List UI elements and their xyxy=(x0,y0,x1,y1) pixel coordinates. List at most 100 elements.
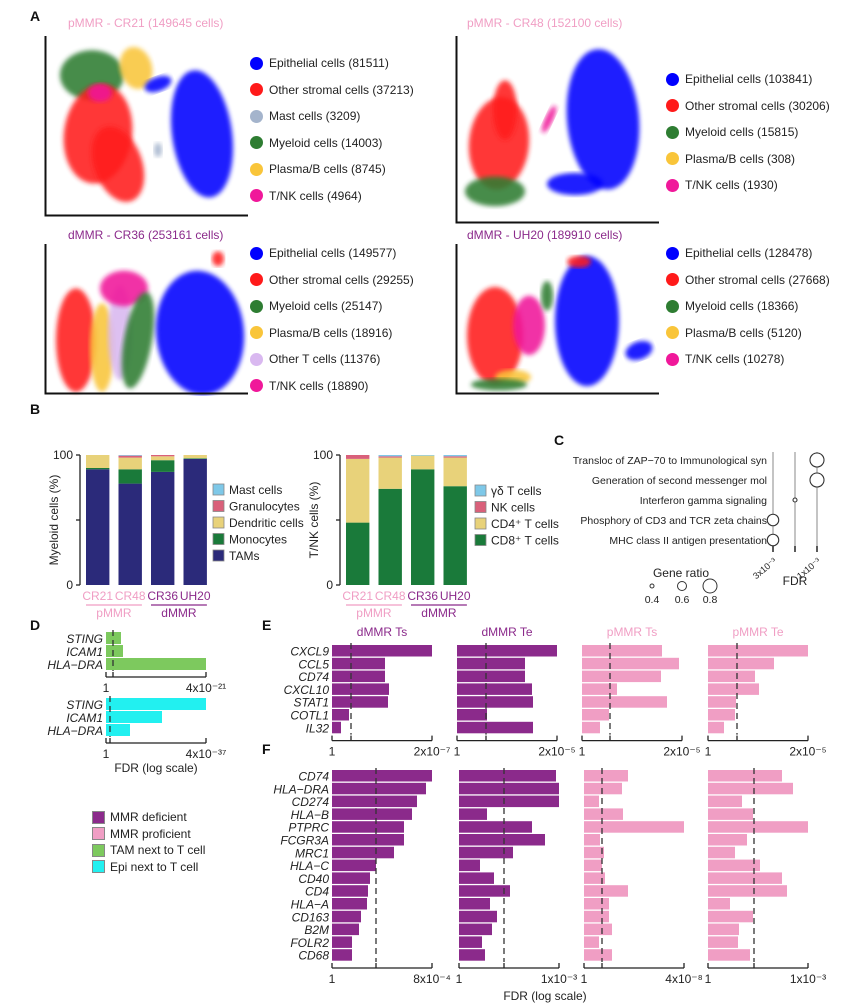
gene-label: FOLR2 xyxy=(290,936,329,950)
bar-segment xyxy=(411,469,435,585)
legend-item: T/NK cells (1930) xyxy=(666,172,830,199)
x-tick-label: CR36 xyxy=(147,589,178,603)
x-tick-label: UH20 xyxy=(440,589,471,603)
legend-label: Plasma/B cells (5120) xyxy=(685,325,802,340)
umap-legend: Epithelial cells (103841) Other stromal c… xyxy=(666,66,830,199)
legend-dot-icon xyxy=(666,246,679,260)
gene-bar xyxy=(708,923,739,936)
x-tick-label: 1 xyxy=(456,972,463,986)
legend-item: MMR proficient xyxy=(92,826,205,843)
legend-label: Epi next to T cell xyxy=(110,859,199,874)
legend-item: Other stromal cells (37213) xyxy=(250,77,414,104)
legend-item: Other stromal cells (29255) xyxy=(250,267,414,294)
legend-item: Myeloid cells (15815) xyxy=(666,119,830,146)
legend-dot-icon xyxy=(250,162,263,176)
umap-cluster-stromal xyxy=(493,80,517,140)
gene-bar xyxy=(457,721,533,734)
legend-label: Epithelial cells (149577) xyxy=(269,246,397,261)
x-tick-label: 1x10⁻³ xyxy=(790,972,826,986)
bar-segment xyxy=(118,455,142,458)
size-legend-label: 0.8 xyxy=(703,594,718,606)
gene-label: MRC1 xyxy=(295,846,329,860)
legend-label: T/NK cells (10278) xyxy=(685,352,785,367)
gene-bar xyxy=(457,670,525,683)
gene-bar xyxy=(584,872,605,884)
bar-segment xyxy=(411,455,435,470)
umap-plot xyxy=(44,244,248,395)
legend-label: Myeloid cells (25147) xyxy=(269,299,383,314)
x-tick-label: 2x10⁻⁷ xyxy=(414,745,451,759)
gene-label: IL32 xyxy=(306,721,330,735)
gene-bar xyxy=(708,898,730,910)
umap-plot xyxy=(455,36,659,224)
bar-segment xyxy=(183,458,207,585)
legend-label: Myeloid cells (18366) xyxy=(685,299,799,314)
gene-label: HLA−C xyxy=(290,859,329,873)
legend-swatch xyxy=(474,484,487,497)
gene-bar xyxy=(582,645,662,657)
legend-label: CD8⁺ T cells xyxy=(491,534,559,548)
gene-bar xyxy=(459,834,545,846)
gene-bar xyxy=(106,658,206,670)
panel-label-d: D xyxy=(30,617,41,633)
gene-label: HLA−DRA xyxy=(47,724,103,738)
size-legend-label: 0.4 xyxy=(645,594,660,606)
gene-label: STAT1 xyxy=(293,696,329,710)
x-axis-title: FDR (log scale) xyxy=(114,761,197,775)
gene-bar xyxy=(459,821,532,833)
panel-e-gene-fdr: dMMR Ts CXCL9CCL5CD74CXCL10STAT1COTL1IL32… xyxy=(284,625,827,759)
subplot-title: dMMR Ts xyxy=(357,625,407,639)
legend-label: NK cells xyxy=(491,501,535,515)
gene-bar xyxy=(459,910,497,923)
gene-label: COTL1 xyxy=(290,709,329,723)
bar-segment xyxy=(183,458,207,459)
legend-dot-icon xyxy=(666,99,679,113)
gene-label: STING xyxy=(66,698,103,712)
legend-dot-icon xyxy=(666,152,679,166)
gene-bar xyxy=(332,885,368,897)
legend-label: Dendritic cells xyxy=(229,516,304,530)
gene-label: CD40 xyxy=(298,872,329,886)
bar-segment xyxy=(151,456,175,461)
bar-segment xyxy=(151,455,175,457)
x-tick-label: 1 xyxy=(103,681,110,695)
legend-label: γδ T cells xyxy=(491,484,541,498)
pathway-dot xyxy=(792,497,798,503)
umap-cluster-myeloid xyxy=(465,176,525,207)
legend-swatch-icon xyxy=(92,810,105,824)
gene-label: HLA−DRA xyxy=(273,782,329,796)
gene-bar xyxy=(708,885,787,897)
gene-label: ICAM1 xyxy=(66,645,103,659)
umap-axes xyxy=(44,244,248,395)
x-tick-label: CR36 xyxy=(407,589,438,603)
umap-legend: Epithelial cells (149577) Other stromal c… xyxy=(250,240,414,399)
gene-bar xyxy=(459,898,490,910)
size-legend-dot xyxy=(649,583,655,589)
bar-segment xyxy=(378,456,402,458)
legend-item: MMR deficient xyxy=(92,809,205,826)
legend-item: Other stromal cells (30206) xyxy=(666,93,830,120)
gene-bar xyxy=(708,709,735,721)
umap-cluster-epithelial xyxy=(155,270,245,395)
gene-bar xyxy=(457,709,487,721)
x-tick-label: 1 xyxy=(581,972,588,986)
pathway-dot xyxy=(766,533,780,547)
umap-cluster-myeloid xyxy=(121,292,155,389)
gene-bar xyxy=(459,923,492,936)
legend-dot-icon xyxy=(250,189,263,203)
bar-segment xyxy=(183,455,207,459)
legend-swatch xyxy=(212,533,225,545)
gene-bar xyxy=(332,846,394,859)
bar-segment xyxy=(151,460,175,472)
umap-axes xyxy=(455,244,659,395)
gene-bar xyxy=(332,923,359,936)
gene-bar xyxy=(584,808,623,820)
legend-label: Mast cells (3209) xyxy=(269,109,361,124)
size-legend-dot xyxy=(702,578,718,594)
panel-label-e: E xyxy=(262,617,272,633)
legend-item: Myeloid cells (18366) xyxy=(666,293,830,320)
gene-bar xyxy=(332,645,432,657)
gene-bar xyxy=(459,808,487,820)
umap-cluster-myeloid xyxy=(541,281,553,311)
x-tick-label: 4x10⁻⁸ xyxy=(665,972,702,986)
